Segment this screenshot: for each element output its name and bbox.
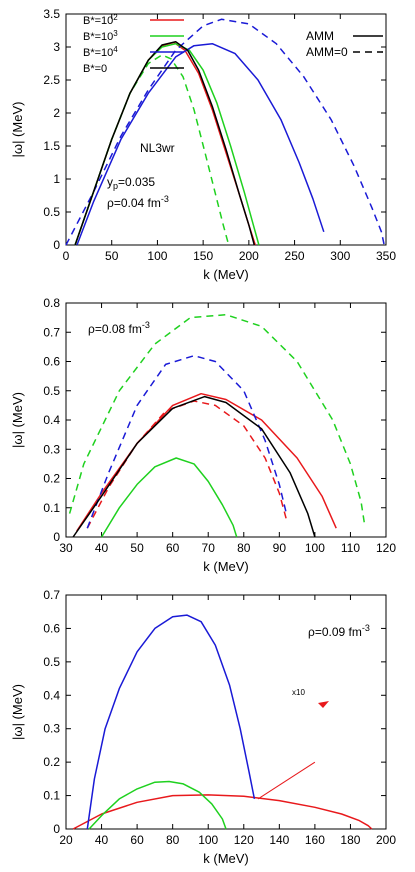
annotation: x10 (292, 688, 305, 697)
y-tick-label: 0.7 (43, 325, 60, 339)
legend-label: B*=104 (83, 45, 118, 59)
x-tick-label: 200 (376, 833, 396, 847)
x-tick-label: 70 (202, 541, 216, 555)
y-tick-label: 0.8 (43, 296, 60, 310)
series-green-solid (100, 457, 238, 538)
y-tick-label: 2.5 (43, 73, 60, 87)
annotation: ρ=0.08 fm-3 (88, 320, 150, 336)
plot-frame (65, 302, 387, 538)
y-tick-label: 0.5 (43, 384, 60, 398)
x-tick-label: 100 (305, 541, 325, 555)
y-tick-label: 0 (53, 530, 60, 544)
y-tick-label: 0 (53, 238, 60, 252)
x-tick-label: 80 (237, 541, 251, 555)
y-tick-label: 2 (53, 106, 60, 120)
annotation: NL3wr (140, 141, 175, 155)
y-tick-label: 0.1 (43, 501, 60, 515)
x-tick-label: 20 (59, 833, 73, 847)
x-tick-label: 100 (198, 833, 218, 847)
x10-arrow (257, 761, 316, 800)
y-tick-label: 1 (53, 172, 60, 186)
chart-panel-2: 30 40 50 60 70 80 90 100 110 120 0 0.1 0.2 0.3 0.4 0.5 0… (10, 296, 396, 574)
x-axis-label: k (MeV) (203, 851, 249, 866)
x-tick-label: 110 (341, 541, 360, 555)
series-blue-dashed (65, 18, 385, 246)
y-tick-label: 0.6 (43, 621, 60, 635)
series-blue-solid (76, 42, 325, 246)
x-tick-label: 250 (285, 249, 305, 263)
y-tick-label: 0.3 (43, 442, 60, 456)
x-axis-label: k (MeV) (203, 267, 249, 282)
x-tick-label: 50 (130, 541, 144, 555)
x-tick-label: 120 (234, 833, 254, 847)
legend-label: B*=0 (83, 63, 107, 75)
x-tick-label: 80 (166, 833, 180, 847)
x10-arrowhead (318, 701, 329, 708)
y-tick-label: 0.4 (43, 413, 60, 427)
x-tick-label: 160 (305, 833, 325, 847)
y-tick-label: 3.5 (43, 7, 60, 21)
x-tick-label: 140 (269, 833, 289, 847)
y-tick-label: 0.2 (43, 472, 60, 486)
y-tick-label: 1.5 (43, 139, 60, 153)
chart-panel-1: 0 50 100 150 200 250 300 350 0 0.5 1 1.5 2 2.5 3 3.5 k (… (10, 7, 396, 282)
y-tick-label: 0.5 (43, 205, 60, 219)
series-black-solid (72, 395, 316, 538)
x-tick-label: 30 (59, 541, 73, 555)
y-tick-label: 0.7 (43, 588, 60, 602)
y-tick-label: 0.1 (43, 789, 60, 803)
y-tick-label: 0.3 (43, 722, 60, 736)
series-red-dashed (86, 400, 288, 529)
series-red-solid (72, 794, 373, 830)
x-tick-label: 40 (95, 833, 109, 847)
series-green-dashed (68, 313, 366, 526)
y-tick-label: 0.6 (43, 355, 60, 369)
legend-label: B*=102 (83, 13, 118, 27)
x-tick-label: 50 (105, 249, 119, 263)
y-tick-label: 0 (53, 822, 60, 836)
series-blue-solid (86, 614, 256, 830)
series-green-solid (88, 780, 227, 830)
y-axis-label: |ω| (MeV) (10, 102, 25, 158)
x-tick-label: 120 (376, 541, 396, 555)
y-tick-label: 0.2 (43, 755, 60, 769)
x-tick-label: 100 (147, 249, 167, 263)
series-red-solid (76, 392, 337, 532)
plot-frame (65, 13, 387, 246)
series-black-solid (74, 40, 256, 246)
chart-panel-3: 20 40 60 80 100 120 140 160 180 200 0 0.1 0.2 0.3 0.4 0… (10, 588, 396, 866)
x-tick-label: 60 (166, 541, 180, 555)
y-axis-label: |ω| (MeV) (10, 684, 25, 740)
x-tick-label: 90 (273, 541, 287, 555)
x-tick-label: 300 (330, 249, 350, 263)
legend: B*=102 B*=103 B*=104 B*=0 AMM AMM=0 (83, 13, 383, 75)
x-tick-label: 200 (239, 249, 259, 263)
y-tick-label: 0.5 (43, 655, 60, 669)
x-axis-label: k (MeV) (203, 559, 249, 574)
x-tick-label: 350 (376, 249, 396, 263)
legend-style-label: AMM=0 (306, 45, 348, 59)
y-tick-label: 3 (53, 40, 60, 54)
x-tick-label: 180 (340, 833, 360, 847)
x-tick-label: 0 (63, 249, 70, 263)
x-tick-label: 40 (95, 541, 109, 555)
legend-style-label: AMM (306, 29, 334, 43)
y-tick-label: 0.4 (43, 688, 60, 702)
x-tick-label: 60 (130, 833, 144, 847)
annotation: ρ=0.04 fm-3 (107, 194, 169, 210)
x-tick-label: 150 (193, 249, 213, 263)
series-blue-dashed (86, 354, 288, 529)
annotation: yp=0.035 (107, 175, 155, 191)
legend-label: B*=103 (83, 29, 118, 43)
annotation: ρ=0.09 fm-3 (308, 623, 370, 639)
y-axis-label: |ω| (MeV) (10, 392, 25, 448)
